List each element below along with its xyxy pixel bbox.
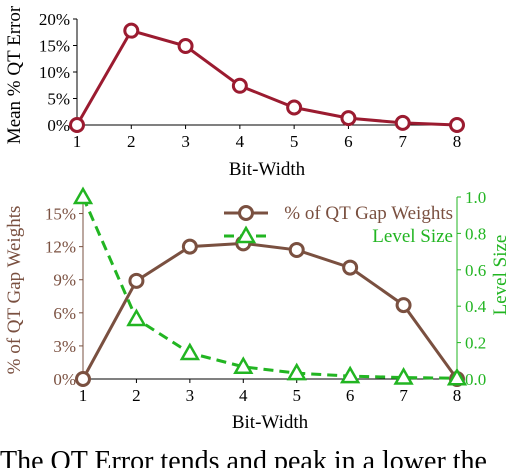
right-y-tick-label: 1.0	[465, 188, 486, 207]
x-tick-label: 6	[344, 132, 353, 151]
x-tick-label: 4	[236, 132, 245, 151]
x-tick-label: 1	[73, 132, 82, 151]
bottom-chart: 0% 3% 6% 9% 12% 15% 0.0 0.2 0.4 0.6 0.8 1.0 1 2 3 4 5 6 7 8…	[4, 186, 511, 433]
data-point	[181, 238, 198, 255]
x-tick-label: 2	[132, 386, 141, 405]
right-y-tick-label: 0.6	[465, 261, 486, 280]
data-point	[123, 22, 140, 39]
data-point	[126, 308, 147, 327]
x-tick-label: 4	[239, 386, 248, 405]
left-y-tick-label: 6%	[53, 304, 76, 323]
left-y-tick-label: 15%	[45, 205, 76, 224]
x-tick-label: 1	[79, 386, 88, 405]
data-point	[233, 356, 254, 375]
left-y-axis-label: % of QT Gap Weights	[4, 206, 25, 375]
data-point	[177, 38, 194, 55]
legend-marker	[238, 205, 254, 221]
y-tick-label: 5%	[47, 90, 70, 109]
x-tick-label: 3	[181, 132, 190, 151]
x-tick-label: 5	[290, 132, 299, 151]
data-point	[393, 367, 414, 385]
series-line	[75, 28, 458, 127]
y-tick-label: 20%	[39, 10, 70, 29]
data-point	[339, 365, 361, 384]
left-y-tick-label: 3%	[53, 337, 76, 356]
data-point	[179, 342, 201, 361]
series-line	[81, 241, 459, 380]
x-tick-label: 2	[127, 132, 136, 151]
data-point	[288, 241, 305, 258]
data-point	[286, 362, 307, 381]
x-tick-label: 6	[346, 386, 355, 405]
y-tick-label: 0%	[47, 116, 70, 135]
series-line	[81, 196, 458, 380]
legend-marker	[235, 225, 257, 244]
data-point	[75, 371, 91, 387]
legend-label: Level Size	[372, 226, 453, 247]
x-axis-label: Bit-Width	[232, 412, 309, 433]
caption-text: The QT Error tends and peak in a lower t…	[0, 446, 487, 468]
data-point	[128, 272, 145, 289]
y-tick-label: 10%	[39, 63, 70, 82]
right-y-tick-label: 0.8	[465, 224, 486, 243]
data-point	[395, 297, 412, 314]
left-y-tick-label: 0%	[53, 370, 76, 389]
right-y-tick-label: 0.0	[465, 370, 486, 389]
data-point	[231, 77, 248, 94]
right-y-tick-label: 0.2	[465, 334, 486, 353]
right-y-axis-label: Level Size	[490, 235, 511, 316]
y-axis-label: Mean % QT Error	[4, 5, 25, 144]
x-tick-label: 3	[186, 386, 195, 405]
data-point	[394, 114, 411, 131]
right-y-tick-label: 0.4	[465, 297, 487, 316]
left-y-tick-label: 12%	[45, 238, 76, 257]
data-point	[342, 259, 359, 276]
x-tick-label: 7	[398, 132, 407, 151]
x-tick-label: 8	[453, 386, 462, 405]
x-tick-label: 8	[453, 132, 462, 151]
top-chart: 0% 5% 10% 15% 20% 1 2 3 4 5 6 7 8 Bit-Width Mean % QT …	[4, 5, 465, 180]
data-point	[340, 110, 357, 127]
y-tick-label: 15%	[39, 37, 70, 56]
data-point	[446, 367, 468, 386]
legend-label: % of QT Gap Weights	[284, 203, 453, 224]
x-axis-label: Bit-Width	[229, 159, 306, 180]
data-point	[69, 117, 85, 133]
data-point	[449, 117, 465, 133]
data-point	[72, 186, 94, 205]
left-y-tick-label: 9%	[53, 271, 76, 290]
data-point	[286, 99, 303, 116]
x-tick-label: 7	[399, 386, 408, 405]
x-tick-label: 5	[292, 386, 301, 405]
